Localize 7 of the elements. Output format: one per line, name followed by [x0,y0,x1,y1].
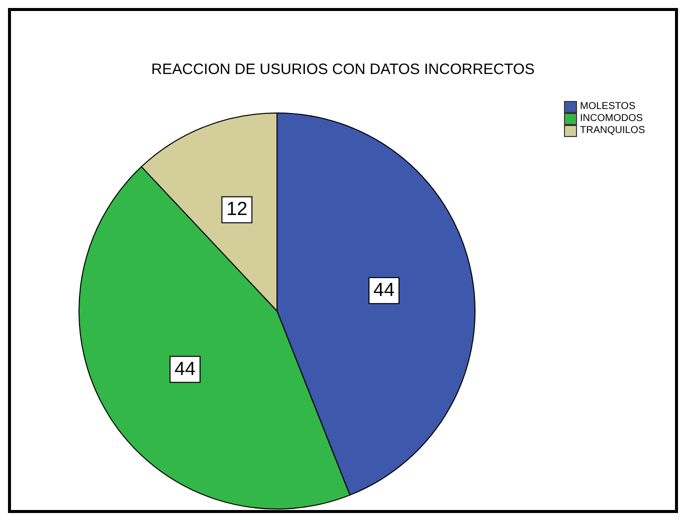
chart-title: REACCION DE USURIOS CON DATOS INCORRECTOS [150,61,536,78]
legend-label: MOLESTOS [580,101,636,113]
data-label: 12 [226,199,248,220]
data-label: 44 [373,280,395,302]
legend-label: TRANQUILOS [580,125,645,137]
legend-label: INCOMODOS [580,113,643,125]
data-label: 44 [174,358,196,380]
